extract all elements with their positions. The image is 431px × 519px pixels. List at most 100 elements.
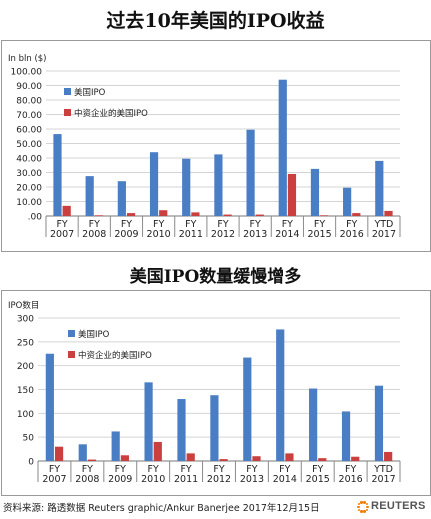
- y-tick-label: 200: [17, 362, 34, 372]
- x-tick-label: 2015: [307, 229, 331, 240]
- x-tick-label: FY: [82, 464, 93, 475]
- y-tick-label: 300: [17, 315, 34, 325]
- x-tick-label: FY: [345, 464, 356, 475]
- x-tick-label: FY: [217, 219, 228, 230]
- y-tick-label: 150: [17, 386, 34, 396]
- y-tick-label: 70.00: [16, 111, 42, 121]
- bar-china-ipo: [191, 212, 200, 216]
- x-tick-label: FY: [115, 464, 126, 475]
- bar-china-ipo: [126, 213, 136, 216]
- x-tick-label: 2012: [211, 229, 235, 240]
- bar-china-ipo: [255, 214, 264, 216]
- x-tick-label: FY: [148, 464, 159, 475]
- x-tick-label: YTD: [373, 219, 393, 230]
- bar-china-ipo: [320, 215, 329, 216]
- x-tick-label: FY: [213, 464, 224, 475]
- bar-us-ipo: [111, 431, 120, 461]
- bottom-chart-title: 美国IPO数量缓慢增多: [129, 267, 302, 287]
- legend-label: 中资企业的美国IPO: [78, 350, 152, 361]
- x-tick-label: FY: [282, 219, 293, 230]
- x-tick-label: FY: [346, 219, 357, 230]
- y-tick-label: 0: [28, 458, 34, 468]
- x-tick-label: 2013: [243, 229, 267, 240]
- y-axis-label: IPO数目: [8, 300, 39, 311]
- y-tick-label: 60.00: [16, 126, 42, 136]
- legend-label: 中资企业的美国IPO: [74, 108, 148, 119]
- bar-china-ipo: [287, 173, 297, 216]
- x-tick-label: FY: [279, 464, 290, 475]
- bar-china-ipo: [153, 441, 162, 461]
- bar-china-ipo: [94, 215, 103, 216]
- bar-us-ipo: [45, 353, 54, 461]
- bar-china-ipo: [62, 205, 71, 216]
- x-tick-label: 2013: [240, 474, 264, 485]
- x-tick-label: FY: [185, 219, 196, 230]
- bar-us-ipo: [78, 444, 87, 461]
- y-tick-label: 30.00: [16, 169, 42, 179]
- top-chart-title: 过去10年美国的IPO收益: [106, 10, 325, 32]
- bar-us-ipo: [276, 329, 285, 461]
- bar-china-ipo: [87, 459, 97, 461]
- x-tick-label: FY: [250, 219, 261, 230]
- x-tick-label: 2007: [42, 474, 66, 485]
- legend-swatch: [64, 109, 71, 116]
- bar-us-ipo: [85, 176, 94, 216]
- bar-china-ipo: [384, 451, 393, 461]
- x-tick-label: 2017: [371, 474, 395, 485]
- bar-us-ipo: [374, 385, 384, 461]
- x-tick-label: FY: [246, 464, 257, 475]
- bar-china-ipo: [252, 456, 261, 461]
- x-tick-label: FY: [56, 219, 67, 230]
- y-tick-label: .00: [28, 213, 43, 223]
- top-chart-svg: In bln ($) .00 10.00 20.00 30.00 40.00 50.00 60…: [8, 54, 401, 240]
- y-tick-label: 90.00: [16, 82, 42, 92]
- x-tick-label: 2016: [340, 229, 364, 240]
- bar-us-ipo: [182, 158, 191, 216]
- x-tick-label: 2009: [114, 229, 138, 240]
- y-axis-label: In bln ($): [8, 54, 46, 64]
- bar-us-ipo: [278, 79, 287, 216]
- x-tick-label: FY: [121, 219, 132, 230]
- source-footnote: 资料来源: 路透数据 Reuters graphic/Ankur Banerje…: [3, 503, 320, 514]
- bar-china-ipo: [219, 459, 228, 461]
- x-tick-label: 2011: [179, 229, 203, 240]
- legend-label: 美国IPO: [78, 329, 110, 340]
- x-tick-label: FY: [49, 464, 60, 475]
- legend-swatch: [68, 330, 75, 337]
- y-tick-label: 100: [17, 410, 34, 420]
- x-tick-label: FY: [180, 464, 191, 475]
- bar-us-ipo: [341, 411, 351, 461]
- bar-us-ipo: [144, 382, 153, 461]
- bar-china-ipo: [54, 446, 64, 461]
- legend-swatch: [64, 88, 71, 95]
- bar-china-ipo: [384, 210, 393, 216]
- y-tick-label: 20.00: [16, 184, 42, 194]
- bar-us-ipo: [246, 129, 255, 216]
- bar-china-ipo: [159, 210, 168, 216]
- y-tick-label: 50.00: [16, 140, 42, 150]
- bar-china-ipo: [318, 458, 327, 461]
- bar-china-ipo: [352, 213, 361, 216]
- x-tick-label: 2012: [207, 474, 231, 485]
- x-tick-label: 2014: [275, 229, 299, 240]
- x-tick-label: 2017: [372, 229, 396, 240]
- bottom-chart-svg: IPO数目050100150200250300FY2007FY2008FY200…: [8, 300, 401, 485]
- bar-us-ipo: [177, 399, 186, 461]
- x-tick-label: FY: [312, 464, 323, 475]
- bar-us-ipo: [343, 187, 352, 216]
- x-tick-label: 2014: [273, 474, 297, 485]
- bar-us-ipo: [243, 357, 252, 461]
- x-tick-label: 2010: [147, 229, 171, 240]
- y-tick-label: 40.00: [16, 155, 42, 165]
- x-tick-label: 2015: [306, 474, 330, 485]
- legend-swatch: [68, 351, 75, 358]
- bar-china-ipo: [223, 214, 232, 216]
- x-tick-label: 2008: [75, 474, 99, 485]
- y-tick-label: 100.00: [11, 68, 43, 78]
- x-tick-label: 2009: [108, 474, 132, 485]
- bar-china-ipo: [285, 453, 294, 461]
- x-tick-label: FY: [153, 219, 164, 230]
- y-tick-label: 50: [23, 434, 35, 444]
- top-chart-frame: In bln ($) .00 10.00 20.00 30.00 40.00 50.00 60…: [1, 40, 431, 252]
- reuters-logo: REUTERS: [357, 499, 429, 515]
